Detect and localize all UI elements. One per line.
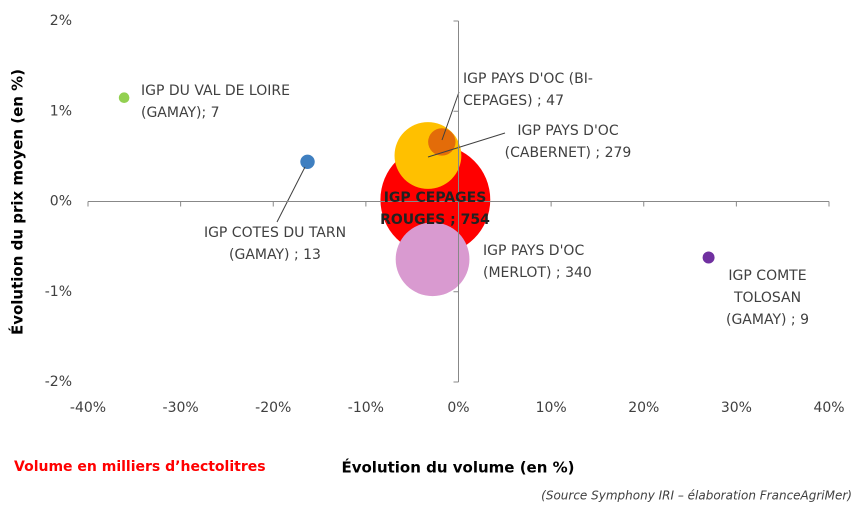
x-axis-label: Évolution du volume (en %): [341, 458, 574, 477]
bubble: [118, 92, 130, 104]
x-tick-label: -30%: [163, 400, 199, 416]
x-tick-label: 10%: [536, 400, 567, 416]
y-tick-label: 0%: [50, 194, 72, 210]
x-tick-label: -40%: [70, 400, 106, 416]
bubble: [395, 222, 470, 297]
leader-line: [276, 166, 306, 223]
leader-line: [441, 91, 460, 141]
y-tick-label: -2%: [45, 374, 72, 390]
y-axis-label: Évolution du prix moyen (en %): [8, 69, 27, 335]
source-note: (Source Symphony IRI – élaboration Franc…: [541, 489, 852, 503]
data-label: IGP PAYS D'OC (MERLOT) ; 340: [483, 243, 592, 281]
size-note: Volume en milliers d’hectolitres: [14, 459, 266, 475]
data-label: IGP PAYS D'OC (BI-CEPAGES) ; 47: [463, 71, 593, 109]
y-tick-label: 1%: [50, 103, 72, 119]
x-tick-label: -10%: [348, 400, 384, 416]
x-tick-label: 40%: [813, 400, 844, 416]
leader-line: [427, 132, 506, 158]
bubble: [300, 154, 315, 170]
y-tick-label: 2%: [50, 13, 72, 29]
data-label: IGP PAYS D'OC (CABERNET) ; 279: [504, 123, 632, 161]
data-label: IGP COTES DU TARN (GAMAY) ; 13: [203, 225, 347, 263]
data-label: IGP COMTE TOLOSAN (GAMAY) ; 9: [726, 268, 809, 328]
x-tick-label: 0%: [447, 400, 469, 416]
bubble: [702, 251, 715, 264]
x-tick-label: 20%: [628, 400, 659, 416]
x-tick-label: -20%: [255, 400, 291, 416]
x-tick-label: 30%: [721, 400, 752, 416]
data-label: IGP CEPAGES ROUGES ; 754: [380, 190, 490, 228]
bubble: [428, 128, 456, 156]
y-tick-label: -1%: [45, 284, 72, 300]
data-label: IGP DU VAL DE LOIRE (GAMAY); 7: [141, 83, 290, 121]
